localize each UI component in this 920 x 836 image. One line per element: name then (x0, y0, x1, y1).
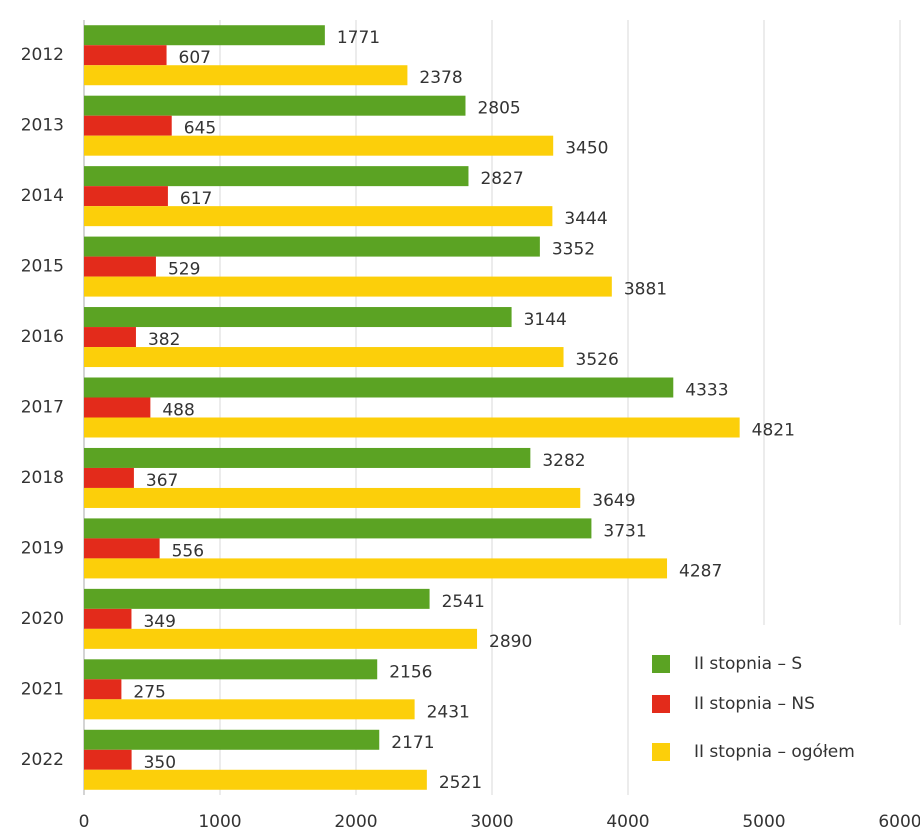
bar (84, 327, 136, 348)
bar (84, 397, 151, 418)
bar (84, 558, 668, 579)
y-tick-label: 2016 (21, 327, 64, 347)
value-label: 3352 (552, 240, 595, 260)
bar (84, 307, 512, 328)
y-tick-label: 2015 (21, 257, 64, 277)
value-label: 2171 (391, 733, 434, 753)
bar (84, 95, 466, 116)
value-label: 382 (148, 330, 180, 350)
bar (84, 699, 415, 720)
legend-label: II stopnia – ogółem (694, 742, 855, 762)
bar (84, 206, 553, 227)
value-label: 645 (184, 119, 216, 139)
bar (84, 236, 540, 257)
bar (84, 608, 132, 629)
value-label: 2378 (419, 68, 462, 88)
legend-swatch (652, 743, 670, 761)
bar (84, 276, 612, 297)
value-label: 607 (179, 48, 211, 68)
bar (84, 518, 592, 539)
value-label: 4333 (685, 381, 728, 401)
bar (84, 166, 469, 187)
legend-label: II stopnia – NS (694, 694, 815, 714)
value-label: 2541 (442, 592, 485, 612)
value-label: 1771 (337, 28, 380, 48)
value-label: 2827 (480, 169, 523, 189)
bar (84, 447, 531, 468)
y-tick-label: 2014 (21, 186, 64, 206)
bar (84, 25, 325, 46)
y-tick-label: 2017 (21, 398, 64, 418)
x-tick-label: 0 (79, 812, 90, 832)
value-label: 3450 (565, 139, 608, 159)
bar (84, 729, 380, 750)
x-tick-label: 6000 (878, 812, 920, 832)
bar (84, 487, 581, 508)
value-label: 349 (143, 612, 175, 632)
y-tick-label: 2018 (21, 468, 64, 488)
y-tick-label: 2012 (21, 45, 64, 65)
y-tick-label: 2020 (21, 609, 64, 629)
value-label: 350 (144, 753, 176, 773)
bar (84, 467, 134, 488)
value-label: 2431 (427, 702, 470, 722)
value-label: 2805 (477, 99, 520, 119)
x-tick-label: 2000 (334, 812, 377, 832)
value-label: 556 (172, 541, 204, 561)
bar (84, 538, 160, 559)
value-label: 529 (168, 260, 200, 280)
bar (84, 186, 168, 207)
bar (84, 659, 378, 680)
bar (84, 65, 408, 86)
value-label: 3282 (542, 451, 585, 471)
bar (84, 769, 427, 790)
legend-swatch (652, 695, 670, 713)
legend-label: II stopnia – S (694, 654, 802, 674)
bar (84, 749, 132, 770)
bar (84, 377, 674, 398)
value-label: 2156 (389, 662, 432, 682)
value-label: 3444 (564, 209, 607, 229)
x-tick-label: 5000 (742, 812, 785, 832)
bar (84, 588, 430, 609)
bar (84, 347, 564, 368)
value-label: 488 (162, 401, 194, 421)
bar (84, 256, 156, 277)
value-label: 3731 (603, 521, 646, 541)
bar (84, 135, 554, 156)
value-label: 3526 (576, 350, 619, 370)
value-label: 367 (146, 471, 178, 491)
value-label: 2521 (439, 773, 482, 793)
value-label: 2890 (489, 632, 532, 652)
value-label: 275 (133, 682, 165, 702)
value-label: 3881 (624, 280, 667, 300)
value-label: 3649 (592, 491, 635, 511)
legend-background (640, 625, 915, 795)
value-label: 4287 (679, 561, 722, 581)
x-tick-label: 1000 (198, 812, 241, 832)
x-tick-label: 3000 (470, 812, 513, 832)
value-label: 617 (180, 189, 212, 209)
bar (84, 417, 740, 438)
y-tick-label: 2021 (21, 679, 64, 699)
y-tick-label: 2013 (21, 116, 64, 136)
bar (84, 679, 122, 700)
bar (84, 45, 167, 66)
value-label: 3144 (524, 310, 567, 330)
bar (84, 115, 172, 136)
y-tick-label: 2019 (21, 538, 64, 558)
legend-swatch (652, 655, 670, 673)
x-tick-label: 4000 (606, 812, 649, 832)
y-tick-label: 2022 (21, 750, 64, 770)
bar (84, 628, 478, 649)
value-label: 4821 (752, 421, 795, 441)
